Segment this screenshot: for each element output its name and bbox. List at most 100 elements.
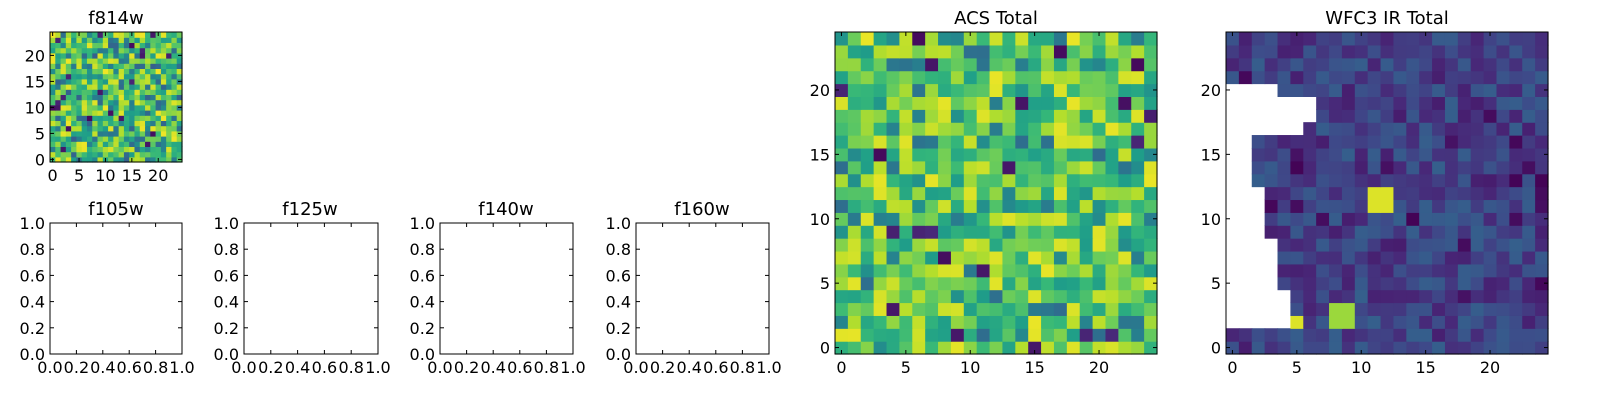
heatmap-cell (976, 289, 991, 304)
heatmap-cell (1251, 147, 1266, 162)
heatmap-cell (1002, 173, 1016, 188)
heatmap-cell (1092, 83, 1107, 97)
heatmap-cell (873, 70, 888, 85)
panel-f140w: f140w 0.0 0.2 0.4 0.6 0.8 1.00.00.20.40.60.81… (410, 199, 586, 377)
heatmap-cell (1303, 173, 1317, 188)
heatmap-cell (1105, 160, 1119, 175)
heatmap-cell (1509, 96, 1523, 110)
heatmap-cell (108, 42, 114, 49)
heatmap-cell (1092, 238, 1107, 252)
heatmap-cell (938, 173, 952, 188)
heatmap-cell (160, 89, 167, 95)
heatmap-cell (860, 341, 875, 355)
heatmap-cell (1053, 83, 1068, 97)
heatmap-cell (155, 84, 162, 90)
heatmap-cell (1367, 109, 1382, 123)
heatmap-cell (145, 120, 151, 127)
heatmap-cell (134, 115, 141, 121)
heatmap-cell (166, 156, 173, 163)
x-tick-label: 0.8 (730, 358, 755, 377)
heatmap-cell (97, 146, 104, 153)
heatmap-cell (1118, 328, 1132, 342)
heatmap-cell (1393, 83, 1407, 97)
heatmap-cell (1535, 32, 1549, 46)
heatmap-cell (1535, 212, 1549, 226)
heatmap-cell (938, 147, 952, 162)
heatmap-cell (1380, 276, 1395, 291)
heatmap-cell (1144, 57, 1158, 72)
heatmap-cell (60, 42, 67, 49)
heatmap-cell (1002, 302, 1016, 316)
heatmap-cell (1079, 199, 1094, 213)
heatmap-cell (129, 110, 136, 116)
heatmap-cell (1432, 44, 1446, 59)
heatmap-cell (50, 99, 56, 106)
heatmap-cell (1105, 250, 1119, 265)
heatmap-cell (899, 263, 913, 278)
heatmap-cell (950, 83, 965, 97)
heatmap-cell (139, 99, 146, 106)
heatmap-cell (1131, 225, 1145, 239)
heatmap-cell (1144, 135, 1158, 149)
heatmap-cell (1041, 328, 1055, 342)
heatmap-cell (1144, 96, 1158, 110)
heatmap-cell (1444, 135, 1459, 149)
heatmap-cell (1483, 302, 1498, 316)
heatmap-cell (145, 151, 151, 158)
plot-frame (635, 222, 770, 355)
heatmap-cell (1053, 96, 1068, 110)
heatmap-cell (912, 328, 926, 342)
heatmap-cell (1535, 160, 1549, 175)
heatmap-cell (860, 315, 875, 329)
heatmap-cell (102, 78, 109, 85)
heatmap-cell (139, 136, 146, 142)
heatmap-cell (1509, 83, 1523, 97)
heatmap-cell (1406, 109, 1420, 123)
heatmap-cell (938, 328, 952, 342)
heatmap-cell (1277, 44, 1291, 59)
heatmap-cell (1406, 57, 1420, 72)
heatmap-cell (1002, 135, 1016, 149)
heatmap-cell (1131, 173, 1145, 188)
heatmap-cell (886, 122, 900, 136)
heatmap-cell (1496, 83, 1510, 97)
x-tick-label: 0.4 (480, 358, 505, 377)
heatmap-cell (899, 122, 913, 136)
heatmap-cell (925, 225, 939, 239)
heatmap-cell (76, 68, 83, 75)
heatmap-cell (1470, 212, 1485, 226)
heatmap-cell (1341, 186, 1356, 201)
heatmap-cell (1509, 276, 1523, 291)
heatmap-cell (1066, 122, 1081, 136)
y-tick-label: 0.4 (606, 293, 631, 312)
heatmap-cell (139, 94, 146, 101)
heatmap-cell (950, 289, 965, 304)
heatmap-cell (55, 32, 62, 38)
heatmap-cell (160, 125, 167, 132)
heatmap-cell (1329, 96, 1343, 110)
heatmap-cell (1264, 32, 1279, 46)
heatmap-cell (1041, 32, 1055, 46)
heatmap-cell (113, 68, 120, 75)
heatmap-cell (1432, 328, 1446, 342)
heatmap-cell (1105, 83, 1119, 97)
heatmap-cell (139, 73, 146, 80)
heatmap-cell (1496, 250, 1510, 265)
heatmap-cell (150, 156, 157, 163)
heatmap-cell (950, 44, 965, 59)
heatmap-cell (1316, 250, 1330, 265)
heatmap-cell (847, 83, 862, 97)
heatmap-cell (1118, 96, 1132, 110)
heatmap-cell (938, 289, 952, 304)
heatmap-cell (989, 83, 1004, 97)
heatmap-cell (166, 58, 173, 64)
heatmap-cell (1483, 173, 1498, 188)
heatmap-cell (1432, 225, 1446, 239)
heatmap-cell (1066, 96, 1081, 110)
heatmap-cell (86, 37, 93, 43)
heatmap-cell (71, 115, 77, 121)
heatmap-cell (1144, 44, 1158, 59)
heatmap-cell (1028, 199, 1042, 213)
heatmap-cell (92, 156, 99, 163)
